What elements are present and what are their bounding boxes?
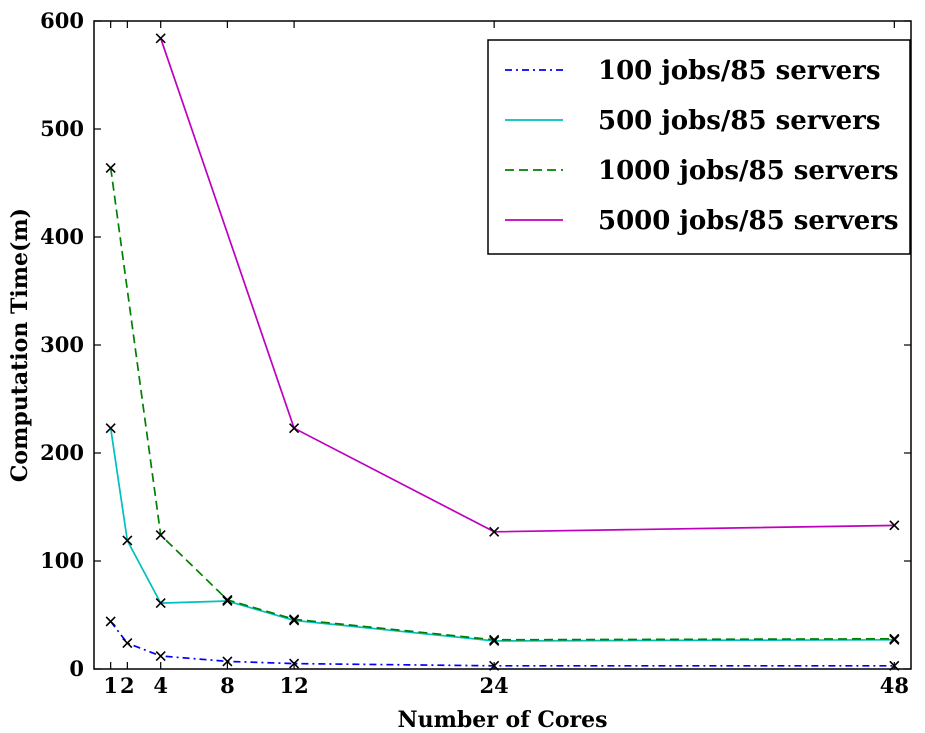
data-point-marker: [489, 634, 500, 645]
legend-label-3: 1000 jobs/85 servers: [598, 156, 899, 186]
y-tick-label: 500: [40, 116, 84, 141]
x-tick-label: 2: [120, 673, 135, 698]
y-tick-label: 300: [40, 332, 84, 357]
data-point-marker: [122, 535, 133, 546]
series-line-4: [159, 38, 895, 533]
x-tick-label: 24: [480, 673, 509, 698]
x-axis-label: Number of Cores: [398, 707, 608, 733]
data-point-marker: [222, 656, 233, 667]
legend: 100 jobs/85 servers 500 jobs/85 servers 10…: [487, 39, 911, 255]
data-point-marker: [122, 638, 133, 649]
x-tick-label: 8: [220, 673, 235, 698]
data-point-marker: [289, 614, 300, 625]
data-point-marker: [105, 616, 116, 627]
x-tick-label: 12: [279, 673, 308, 698]
series-line-1: [110, 620, 895, 667]
data-point-marker: [155, 650, 166, 662]
data-point-marker: [155, 598, 166, 609]
y-tick-label: 0: [69, 656, 84, 681]
y-tick-label: 600: [40, 8, 84, 33]
data-point-marker: [105, 162, 116, 173]
series-line-2: [109, 428, 895, 642]
y-tick-label: 100: [40, 548, 84, 573]
x-tick-label: 4: [153, 673, 168, 698]
x-tick-label: 48: [880, 673, 909, 698]
data-point-marker: [289, 423, 300, 434]
data-point-marker: [889, 633, 900, 644]
y-axis-label: Computation Time(m): [7, 208, 33, 482]
data-point-marker: [222, 594, 233, 605]
data-point-marker: [489, 526, 500, 537]
y-tick-label: 200: [40, 440, 84, 465]
legend-label-4: 5000 jobs/85 servers: [598, 206, 899, 236]
x-tick-label: 1: [103, 673, 118, 698]
data-point-marker: [889, 520, 900, 531]
legend-box: [487, 39, 911, 255]
data-point-marker: [105, 423, 116, 434]
data-point-marker: [155, 530, 166, 541]
series-line-3: [109, 167, 895, 641]
data-point-marker: [155, 33, 166, 44]
y-tick-label: 400: [40, 224, 84, 249]
legend-label-1: 100 jobs/85 servers: [598, 56, 880, 86]
legend-label-2: 500 jobs/85 servers: [598, 106, 880, 136]
